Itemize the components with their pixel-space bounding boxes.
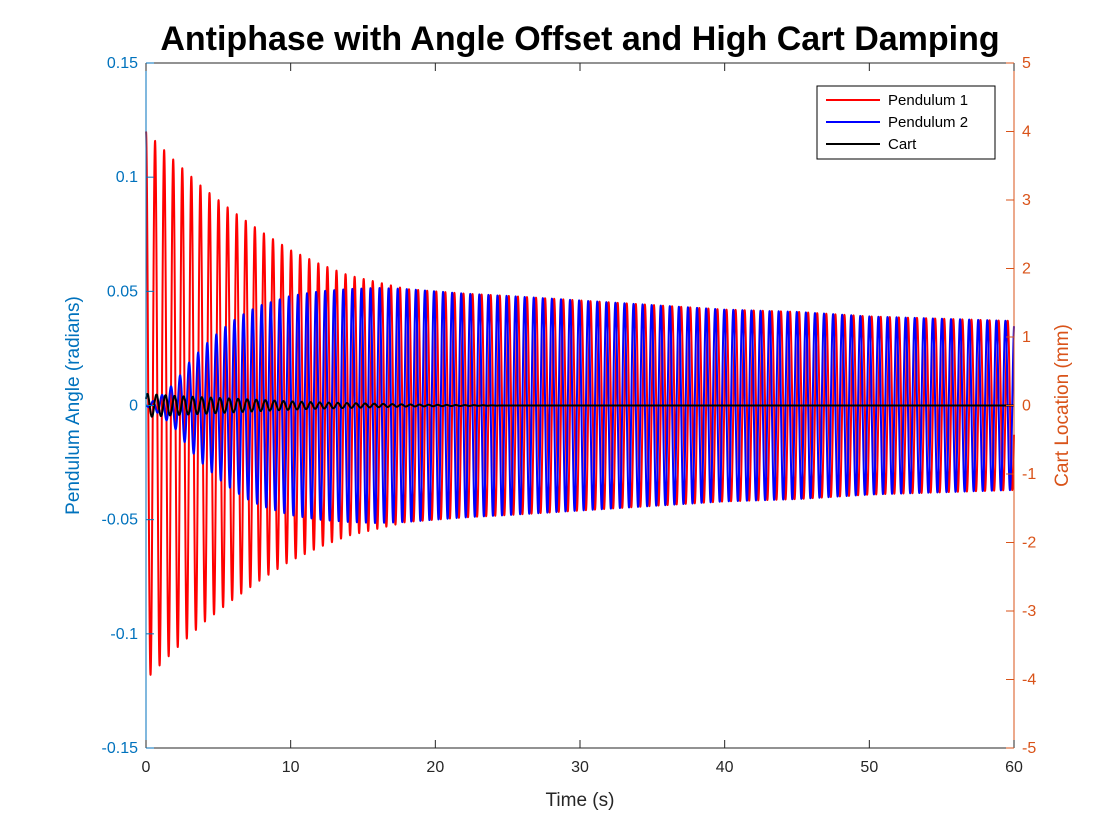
series-line-pendulum-2 bbox=[145, 287, 1015, 524]
y-left-tick-label: -0.1 bbox=[110, 626, 138, 643]
y-right-tick-label: -2 bbox=[1022, 535, 1036, 552]
chart-title: Antiphase with Angle Offset and High Car… bbox=[160, 20, 999, 58]
y-right-tick-label: 4 bbox=[1022, 124, 1031, 141]
legend-label: Pendulum 2 bbox=[888, 114, 968, 131]
y-right-tick-label: 3 bbox=[1022, 192, 1031, 209]
plot-area bbox=[145, 131, 1015, 676]
x-tick-label: 40 bbox=[716, 759, 734, 776]
y-right-tick-label: 2 bbox=[1022, 261, 1031, 278]
x-tick-label: 30 bbox=[571, 759, 589, 776]
y-right-tick-label: -3 bbox=[1022, 603, 1036, 620]
y-left-tick-label: -0.15 bbox=[102, 740, 139, 757]
series-line-cart bbox=[145, 392, 1015, 418]
y-left-tick-label: -0.05 bbox=[102, 512, 139, 529]
x-tick-label: 0 bbox=[142, 759, 151, 776]
y-right-tick-label: 1 bbox=[1022, 329, 1031, 346]
x-tick-label: 50 bbox=[860, 759, 878, 776]
x-tick-label: 10 bbox=[282, 759, 300, 776]
x-tick-label: 20 bbox=[426, 759, 444, 776]
y-right-tick-label: -4 bbox=[1022, 672, 1036, 689]
y-left-tick-label: 0.15 bbox=[107, 55, 138, 72]
legend: Pendulum 1 Pendulum 2 Cart bbox=[816, 85, 996, 160]
y-left-tick-label: 0.05 bbox=[107, 283, 138, 300]
y-right-tick-label: 5 bbox=[1022, 55, 1031, 72]
x-axis-label: Time (s) bbox=[546, 790, 615, 811]
axes: 0 10 20 30 40 50 60-0.15-0.1-0.0500.050.10.15-… bbox=[63, 55, 1073, 811]
y-left-tick-label: 0.1 bbox=[116, 169, 138, 186]
legend-label: Cart bbox=[888, 136, 917, 153]
y-left-tick-label: 0 bbox=[129, 398, 138, 415]
y-right-axis-label: Cart Location (mm) bbox=[1052, 324, 1073, 487]
y-right-tick-label: 0 bbox=[1022, 398, 1031, 415]
y-right-tick-label: -5 bbox=[1022, 740, 1036, 757]
x-tick-label: 60 bbox=[1005, 759, 1023, 776]
legend-label: Pendulum 1 bbox=[888, 92, 968, 109]
y-left-axis-label: Pendulum Angle (radians) bbox=[63, 296, 84, 515]
y-right-tick-label: -1 bbox=[1022, 466, 1036, 483]
